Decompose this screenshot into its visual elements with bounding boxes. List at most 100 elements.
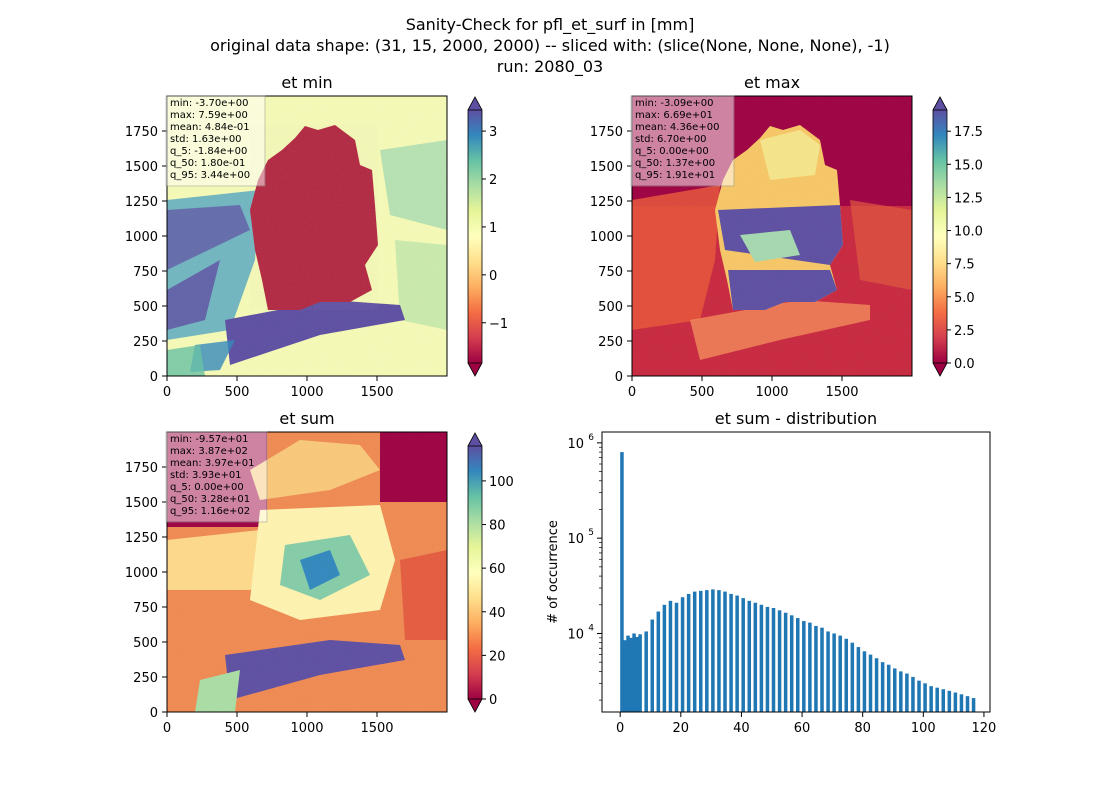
histogram-bar <box>886 664 891 712</box>
histogram-bar <box>644 631 648 712</box>
x-axis: 0 20 40 60 80 100 120 <box>616 712 996 736</box>
histogram-bar <box>814 625 818 712</box>
panel-title: et max <box>744 73 800 92</box>
stats-line: q_5: 0.00e+00 <box>635 146 709 157</box>
x-axis: 0 500 1000 1500 <box>628 376 859 400</box>
histogram-bar <box>735 595 739 712</box>
x-tick-label: 1000 <box>290 721 323 736</box>
y-tick-label: 10 <box>567 532 584 547</box>
colorbar-tick-label: 3 <box>489 125 497 140</box>
histogram-bar <box>832 633 836 712</box>
colorbar-tick-label: 12.5 <box>954 191 983 206</box>
histogram-bar <box>692 591 697 712</box>
y-tick-label: 1000 <box>590 230 623 245</box>
y-tick-label: 1500 <box>125 160 158 175</box>
panel-et-min: et min 0 500 1000 1500 0 250 500 750 <box>125 73 508 400</box>
y-tick-label: 1750 <box>125 125 158 140</box>
panel-et-sum: et sum 0 500 1000 1500 0 250 500 750 <box>125 409 514 736</box>
histogram-bar <box>893 668 897 712</box>
x-axis: 0 500 1000 1500 <box>163 712 394 736</box>
histogram-bar <box>917 680 921 712</box>
y-tick-label: 0 <box>615 370 623 385</box>
histogram-bar <box>802 621 806 712</box>
y-tick-label: 0 <box>150 370 158 385</box>
stats-line: q_5: 0.00e+00 <box>170 482 244 493</box>
x-tick-label: 1500 <box>825 385 858 400</box>
stats-line: max: 6.69e+01 <box>635 110 713 121</box>
stats-line: std: 6.70e+00 <box>635 134 707 145</box>
histogram-bar <box>759 604 764 712</box>
x-tick-label: 0 <box>628 385 636 400</box>
histogram-bar <box>935 687 939 712</box>
x-axis: 0 500 1000 1500 <box>163 376 394 400</box>
histogram-bar <box>947 690 952 712</box>
histogram-bar <box>747 600 752 712</box>
stats-line: q_95: 1.91e+01 <box>635 170 715 181</box>
histogram-bar <box>650 619 655 712</box>
histogram-bar <box>629 637 633 712</box>
histogram-bar <box>838 635 842 712</box>
histogram-bar <box>971 698 976 712</box>
colorbar-tick-label: 100 <box>489 475 514 490</box>
figure-title-line-1: Sanity-Check for pfl_et_surf in [mm] <box>406 15 695 35</box>
histogram-bar <box>789 615 794 712</box>
panel-et-sum-distribution: et sum - distribution 0 20 40 60 80 100 120 10… <box>546 409 996 736</box>
x-tick-label: 1000 <box>755 385 788 400</box>
stats-box: min: -3.09e+00 max: 6.69e+01 mean: 4.36e… <box>630 95 735 187</box>
x-tick-label: 60 <box>794 721 811 736</box>
x-tick-label: 80 <box>854 721 871 736</box>
x-tick-label: 0 <box>163 721 171 736</box>
stats-line: max: 3.87e+02 <box>170 446 248 457</box>
colorbar-tick-label: 80 <box>489 519 506 534</box>
colorbar: 0 20 40 60 80 100 <box>467 432 514 713</box>
y-tick-label: 10 <box>567 437 584 452</box>
stats-line: max: 7.59e+00 <box>170 110 248 121</box>
stats-line: mean: 4.84e-01 <box>170 122 250 133</box>
y-tick-label: 1000 <box>125 566 158 581</box>
histogram-bar <box>959 694 964 712</box>
colorbar-tick-label: 10.0 <box>954 225 983 240</box>
histogram-bar <box>674 602 679 712</box>
histogram-bar <box>705 590 709 712</box>
histogram-bar <box>820 627 824 712</box>
histogram-bar <box>965 696 970 712</box>
x-tick-label: 500 <box>690 385 715 400</box>
histogram-bar <box>771 608 776 712</box>
y-tick-label: 1500 <box>590 160 623 175</box>
y-axis: 0 250 500 750 1000 1250 1500 1750 <box>590 125 632 385</box>
stats-line: mean: 4.36e+00 <box>635 122 719 133</box>
y-tick-label: 1500 <box>125 496 158 511</box>
y-tick-label: 750 <box>133 601 158 616</box>
histogram-bar <box>656 611 661 712</box>
stats-line: q_50: 1.80e-01 <box>170 158 245 169</box>
histogram-bar <box>680 597 685 712</box>
x-tick-label: 20 <box>673 721 690 736</box>
histogram-bars <box>620 452 976 712</box>
stats-line: q_5: -1.84e+00 <box>170 146 247 157</box>
stats-line: q_95: 1.16e+02 <box>170 506 250 517</box>
histogram-bar <box>905 673 909 712</box>
colorbar-tick-label: 5.0 <box>954 291 975 306</box>
histogram-bar <box>783 612 788 712</box>
y-tick-exponent: 5 <box>588 528 594 538</box>
histogram-bar <box>923 683 927 712</box>
histogram-bar <box>753 602 758 712</box>
histogram-bar <box>699 590 703 712</box>
histogram-bar <box>711 589 715 712</box>
stats-box: min: -9.57e+01 max: 3.87e+02 mean: 3.97e… <box>165 431 268 523</box>
colorbar-tick-label: 2 <box>489 173 497 188</box>
histogram-bar <box>862 651 867 712</box>
x-tick-label: 100 <box>911 721 936 736</box>
histogram-bar <box>632 633 636 712</box>
stats-line: std: 3.93e+01 <box>170 470 242 481</box>
heatmap-image <box>167 96 447 376</box>
y-tick-label: 250 <box>133 671 158 686</box>
y-tick-label: 500 <box>598 300 623 315</box>
x-tick-label: 1500 <box>360 721 393 736</box>
histogram-bar <box>741 598 745 712</box>
y-tick-label: 250 <box>133 335 158 350</box>
colorbar-tick-label: 60 <box>489 562 506 577</box>
panel-title: et sum - distribution <box>715 409 877 428</box>
x-tick-label: 500 <box>225 385 250 400</box>
histogram-bar <box>623 640 627 712</box>
